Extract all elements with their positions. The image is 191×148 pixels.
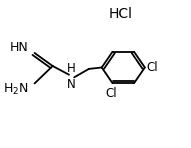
Text: H: H [67, 62, 76, 75]
Text: Cl: Cl [146, 61, 158, 74]
Text: $\mathregular{H_2N}$: $\mathregular{H_2N}$ [3, 82, 28, 97]
Text: HCl: HCl [109, 7, 133, 21]
Text: Cl: Cl [106, 87, 117, 100]
Text: HN: HN [10, 41, 28, 54]
Text: N: N [67, 78, 76, 91]
